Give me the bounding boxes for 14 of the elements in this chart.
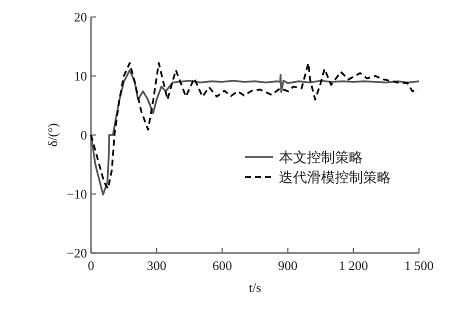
y-tick-label: 20 — [74, 10, 87, 24]
y-tick-label: 0 — [80, 128, 87, 142]
y-axis-title: δ/(°) — [45, 123, 60, 147]
y-tick-label: −10 — [66, 186, 87, 202]
x-tick-label: 1 500 — [404, 258, 434, 273]
legend-label: 迭代滑模控制策略 — [279, 170, 391, 186]
legend-label: 本文控制策略 — [279, 150, 363, 166]
x-tick-label: 600 — [212, 258, 232, 273]
x-axis-title: t/s — [248, 280, 262, 295]
x-tick-label: 1 200 — [338, 258, 368, 273]
x-tick-label: 900 — [278, 258, 298, 273]
y-tick-label: −20 — [66, 246, 87, 260]
y-tick-label: 10 — [74, 68, 87, 84]
x-tick-label: 300 — [146, 258, 166, 273]
